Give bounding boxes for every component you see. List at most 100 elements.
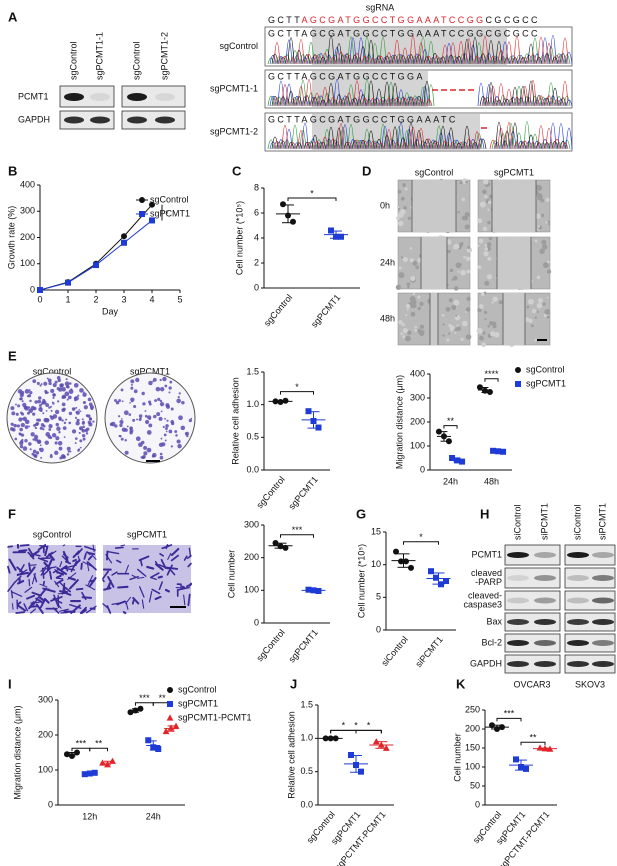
cell-texture	[467, 335, 470, 339]
blot-frame	[564, 567, 616, 589]
colony	[55, 422, 59, 427]
colony	[121, 400, 124, 403]
scratch-gap	[430, 293, 438, 345]
colony	[119, 420, 124, 425]
data-point	[282, 544, 289, 551]
y-tick-label: 0.5	[300, 766, 313, 776]
colony	[141, 391, 145, 396]
colony	[19, 444, 24, 449]
data-point	[139, 197, 145, 203]
cell-streak	[167, 552, 172, 560]
cell-texture	[452, 275, 458, 281]
colony	[54, 380, 58, 384]
colony	[146, 430, 152, 435]
colony	[43, 417, 48, 423]
colony	[20, 422, 26, 428]
colony	[79, 410, 82, 413]
blot-frame	[121, 85, 186, 108]
data-point	[127, 709, 134, 716]
y-tick-label: 250	[465, 704, 480, 714]
data-point	[515, 381, 521, 387]
chromatogram-trace	[273, 122, 569, 150]
reference-part: AGCGATGGCCTGGAAATCCGG	[301, 15, 485, 25]
cell-streak	[52, 568, 59, 574]
colony	[64, 381, 70, 387]
cell-streak	[87, 555, 93, 561]
colony	[162, 376, 167, 382]
cell-texture	[397, 220, 404, 227]
cell-streak	[89, 552, 97, 560]
colony	[35, 451, 40, 455]
cell-streak	[62, 544, 66, 547]
lane-label: siPCMT1	[597, 503, 607, 540]
colony	[48, 381, 52, 386]
cell-streak	[148, 590, 153, 603]
cell-texture	[410, 311, 416, 317]
cell-streak	[111, 601, 125, 605]
blot-band	[592, 575, 614, 581]
blot-frame	[504, 633, 561, 653]
colony	[28, 425, 31, 428]
data-point	[486, 389, 493, 395]
cell-streak	[39, 544, 48, 548]
colony	[58, 417, 62, 421]
cell-streak	[139, 559, 143, 567]
cell-texture	[487, 208, 490, 211]
significance: ***	[76, 739, 87, 749]
cell-streak	[42, 566, 52, 576]
colony	[75, 437, 78, 440]
colony	[43, 381, 48, 386]
colony	[132, 418, 136, 422]
blot-band	[90, 116, 110, 124]
data-point	[489, 722, 495, 729]
data-point	[91, 769, 98, 776]
cell-streak	[35, 597, 44, 604]
colony	[176, 439, 181, 444]
colony	[32, 453, 37, 457]
protein-label: -PARP	[475, 577, 502, 587]
cell-streak	[7, 565, 11, 574]
y-tick-label: 100	[20, 258, 35, 268]
colony	[130, 386, 134, 390]
cell-texture	[534, 338, 538, 342]
cell-texture	[536, 275, 541, 280]
y-tick-label: 1.5	[300, 699, 313, 709]
colony	[68, 411, 73, 416]
significance: *	[342, 721, 346, 731]
blot-frame	[564, 612, 616, 632]
colony	[42, 398, 46, 402]
cell-streak	[151, 588, 161, 595]
cell-streak	[50, 596, 63, 602]
colony	[82, 425, 85, 429]
colony	[48, 423, 53, 429]
significance: *	[354, 721, 358, 731]
scratch-gap	[412, 180, 456, 232]
x-tick-label: 1	[65, 294, 70, 304]
panel-label: D	[362, 163, 371, 178]
colony	[64, 391, 70, 397]
data-point	[315, 424, 322, 431]
cell-streak	[92, 544, 95, 553]
cell-streak	[67, 572, 77, 580]
colony	[176, 398, 181, 404]
colony	[82, 437, 86, 441]
data-point	[445, 438, 452, 445]
cell-texture	[453, 299, 460, 306]
colony	[54, 441, 58, 445]
blot-frame	[121, 110, 186, 130]
data-point	[310, 418, 317, 424]
y-tick-label: 200	[410, 416, 425, 426]
cell-streak	[158, 581, 163, 591]
data-point	[476, 384, 483, 391]
y-tick-label: 0	[48, 799, 53, 809]
colony	[87, 397, 92, 402]
cell-streak	[59, 561, 63, 568]
data-point	[149, 217, 155, 224]
cell-streak	[106, 605, 112, 614]
colony	[175, 434, 178, 437]
colony	[162, 425, 165, 429]
y-tick-label: 300	[20, 206, 35, 216]
data-point	[172, 722, 180, 729]
data-point	[37, 287, 43, 293]
